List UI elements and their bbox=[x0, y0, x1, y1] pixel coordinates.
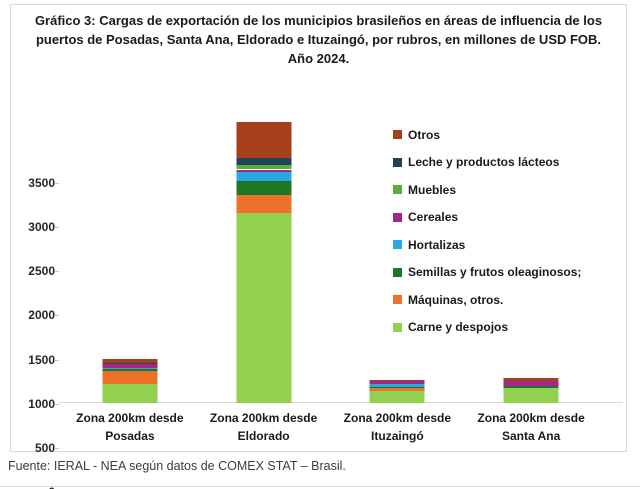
legend-item: Muebles bbox=[393, 176, 581, 204]
bar-segment bbox=[369, 388, 425, 391]
bar-segment bbox=[503, 380, 559, 386]
legend-item: Otros bbox=[393, 121, 581, 149]
bar-segment bbox=[102, 367, 158, 369]
x-tick-label: Zona 200km desde Posadas bbox=[76, 411, 184, 443]
legend-swatch-icon bbox=[393, 185, 402, 195]
stacked-bar bbox=[369, 379, 425, 403]
y-axis: 0 500 1000 1500 2000 2500 3000 3500 bbox=[11, 94, 59, 489]
y-tick-label: 2500 bbox=[28, 264, 55, 279]
y-tick-mark bbox=[55, 315, 59, 317]
bar-segment bbox=[369, 380, 425, 385]
y-tick-label: 3000 bbox=[28, 220, 55, 235]
y-tick-label: 1000 bbox=[28, 396, 55, 411]
bar-segment bbox=[236, 165, 292, 170]
chart-frame: Gráfico 3: Cargas de exportación de los … bbox=[10, 4, 627, 489]
legend-item: Hortalizas bbox=[393, 231, 581, 259]
chart-title: Gráfico 3: Cargas de exportación de los … bbox=[34, 13, 603, 66]
y-tick-mark bbox=[55, 403, 59, 405]
bar-segment bbox=[236, 158, 292, 166]
stacked-bar bbox=[503, 378, 559, 403]
y-tick-mark bbox=[55, 183, 59, 184]
legend-swatch-icon bbox=[393, 267, 402, 277]
bar-segment bbox=[102, 371, 158, 384]
bar-segment bbox=[102, 363, 158, 368]
bar-segment bbox=[102, 359, 158, 363]
y-tick-label: 1500 bbox=[28, 352, 55, 367]
bottom-divider bbox=[0, 486, 640, 487]
stacked-bar bbox=[102, 359, 158, 403]
bar-segment bbox=[369, 384, 425, 387]
legend-swatch-icon bbox=[393, 240, 402, 250]
legend-label: Carne y despojos bbox=[408, 320, 509, 335]
bar-segment bbox=[369, 386, 425, 388]
plot-area bbox=[63, 94, 598, 403]
bar-segment bbox=[503, 385, 559, 389]
legend-label: Muebles bbox=[408, 182, 457, 197]
x-tick-label: Zona 200km desde Ituzaingó bbox=[343, 411, 452, 443]
legend-swatch-icon bbox=[393, 322, 402, 332]
legend-label: Hortalizas bbox=[408, 237, 466, 252]
legend: Otros Leche y productos lácteos Muebles Cer… bbox=[393, 121, 581, 341]
y-tick-mark bbox=[55, 227, 59, 229]
x-tick-label: Zona 200km desde Eldorado bbox=[209, 411, 318, 443]
y-tick-label: 0 bbox=[11, 485, 55, 489]
y-tick-label: 3500 bbox=[28, 176, 55, 190]
bar-segment bbox=[503, 388, 559, 403]
bar-segment bbox=[102, 383, 158, 403]
legend-label: Otros bbox=[408, 127, 441, 142]
bar-segment bbox=[236, 180, 292, 195]
legend-label: Leche y productos lácteos bbox=[408, 155, 560, 170]
legend-swatch-icon bbox=[393, 212, 402, 222]
bar-segment bbox=[503, 378, 559, 381]
bar-segment bbox=[369, 379, 425, 381]
legend-item: Cereales bbox=[393, 204, 581, 232]
legend-item: Máquinas, otros. bbox=[393, 286, 581, 314]
legend-item: Leche y productos lácteos bbox=[393, 149, 581, 177]
bar-segment bbox=[236, 121, 292, 159]
x-tick-label: Zona 200km desde Santa Ana bbox=[477, 411, 585, 443]
legend-item: Carne y despojos bbox=[393, 314, 581, 342]
legend-label: Cereales bbox=[408, 210, 459, 225]
y-tick-label: 2000 bbox=[28, 308, 55, 323]
y-tick-mark bbox=[55, 271, 59, 273]
y-tick-label: 500 bbox=[34, 440, 55, 455]
x-axis-line bbox=[59, 402, 623, 403]
stacked-bar bbox=[236, 121, 292, 403]
bar-segment bbox=[236, 169, 292, 173]
legend-swatch-icon bbox=[393, 157, 402, 167]
bar-segment bbox=[369, 390, 425, 403]
bar-segment bbox=[236, 194, 292, 214]
legend-swatch-icon bbox=[393, 130, 402, 140]
legend-swatch-icon bbox=[393, 295, 402, 305]
bar-segment bbox=[236, 213, 292, 403]
legend-label: Máquinas, otros. bbox=[408, 292, 504, 307]
y-tick-mark bbox=[55, 359, 59, 361]
bar-segment bbox=[236, 172, 292, 181]
y-tick-mark bbox=[55, 447, 59, 449]
source-note: Fuente: IERAL - NEA según datos de COMEX… bbox=[8, 459, 346, 473]
legend-item: Semillas y frutos oleaginosos; bbox=[393, 259, 581, 287]
legend-label: Semillas y frutos oleaginosos; bbox=[408, 265, 582, 280]
bar-segment bbox=[102, 368, 158, 372]
